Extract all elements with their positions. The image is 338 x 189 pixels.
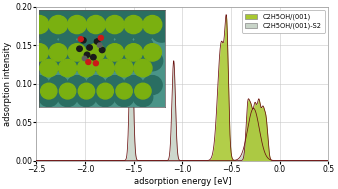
Legend: C2H5OH/(001), C2H5OH/(001)-S2: C2H5OH/(001), C2H5OH/(001)-S2 bbox=[242, 10, 325, 33]
X-axis label: adsorption energy [eV]: adsorption energy [eV] bbox=[134, 177, 231, 186]
Y-axis label: adsorption intensity: adsorption intensity bbox=[3, 42, 13, 126]
